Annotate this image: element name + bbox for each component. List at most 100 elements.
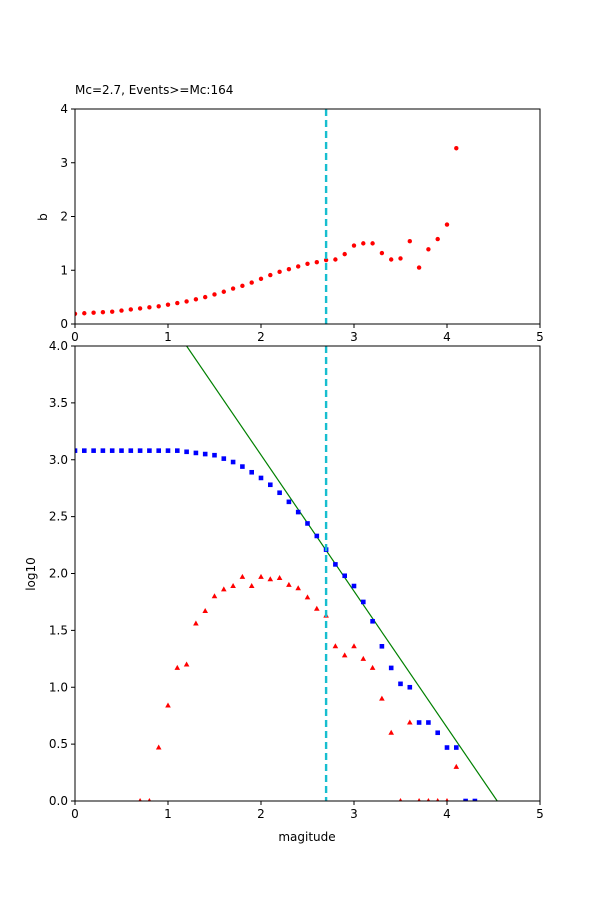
top-series0-point <box>379 250 385 256</box>
top-series0-point <box>286 266 292 272</box>
bottom-series0-point <box>463 798 468 801</box>
top-series0-point <box>100 309 106 315</box>
bottom-series1-point <box>436 798 440 801</box>
bottom-series0-point <box>398 681 403 687</box>
top-series0-point <box>240 283 245 289</box>
top-y-tick-label: 3 <box>60 156 68 170</box>
bottom-series1-point <box>398 798 403 801</box>
bottom-series0-point <box>165 448 171 453</box>
bottom-y-tick-label: 0.5 <box>49 737 68 751</box>
top-series0-point <box>342 251 347 257</box>
top-series0-point <box>351 243 357 248</box>
bottom-series0-point <box>147 448 152 453</box>
frequency-magnitude-panel: 0 1 2 3 4 5 0.0 0.5 1.0 1.5 2.0 2.5 3.0 3.5 4.0 magitu… <box>24 339 544 844</box>
top-series0-point <box>175 300 180 306</box>
bottom-series0-point <box>407 684 413 690</box>
bottom-x-tick-label: 2 <box>257 807 265 821</box>
bottom-series1-point <box>174 664 181 670</box>
bottom-series1-point <box>295 585 301 591</box>
bottom-series0-point <box>156 448 161 453</box>
bottom-y-tick-label: 2.5 <box>49 510 68 524</box>
bottom-series1-point <box>258 573 264 579</box>
frequency-magnitude-plot-area: 0 1 2 3 4 5 0.0 0.5 1.0 1.5 2.0 2.5 3.0 3.5 4.0 <box>49 339 544 821</box>
bottom-marks <box>75 346 498 801</box>
bottom-series0-point <box>202 451 208 457</box>
top-series0-point <box>305 261 310 266</box>
top-title: Mc=2.7, Events>=Mc:164 <box>75 83 233 97</box>
bottom-series1-point <box>369 664 376 670</box>
bottom-series1-point <box>388 729 394 735</box>
top-series0-point <box>333 257 338 262</box>
top-y-tick-label: 0 <box>60 317 68 331</box>
top-series0-point <box>75 311 78 316</box>
bottom-series0-point <box>426 720 431 725</box>
bottom-x-tick-label: 1 <box>164 807 172 821</box>
bottom-series0-point <box>82 448 87 453</box>
bottom-y-tick-label: 3.5 <box>49 396 68 410</box>
top-series0-point <box>435 236 440 242</box>
top-x-tick-label: 2 <box>257 330 265 344</box>
bottom-series0-point <box>258 475 264 481</box>
bottom-series0-point <box>333 562 338 567</box>
top-series0-point <box>147 305 152 310</box>
top-y-tick-label: 2 <box>60 210 68 224</box>
bottom-series1-point <box>341 652 348 658</box>
b-value-plot-area: 0 1 2 3 4 5 0 1 2 3 4 <box>60 102 543 344</box>
bottom-series1-point <box>417 798 421 801</box>
bottom-series0-point <box>295 509 301 515</box>
bottom-series1-point <box>202 608 208 614</box>
top-series0-point <box>296 264 301 269</box>
bottom-y-tick-label: 3.0 <box>49 453 68 467</box>
bottom-series1-point <box>183 661 190 667</box>
bottom-series0-point <box>128 448 134 453</box>
top-series0-point <box>203 294 208 300</box>
top-series0-point <box>110 309 115 314</box>
top-series0-point <box>249 280 254 285</box>
top-series0-point <box>193 297 199 302</box>
bottom-series1-point <box>276 575 283 581</box>
bottom-y-axis-label: log10 <box>24 557 38 591</box>
top-series0-point <box>137 306 143 311</box>
bottom-y-tick-label: 1.0 <box>49 680 68 694</box>
bottom-series1-point <box>211 593 218 599</box>
bottom-series1-point <box>239 573 246 579</box>
bottom-series1-point <box>314 605 320 611</box>
top-series0-point <box>370 241 375 246</box>
top-series0-point <box>268 272 273 278</box>
bottom-series0-point <box>137 448 143 453</box>
bottom-series1-point <box>332 643 339 649</box>
top-x-tick-label: 5 <box>536 330 544 344</box>
bottom-series1-point <box>165 702 171 708</box>
bottom-x-tick-label: 0 <box>71 807 79 821</box>
bottom-series0-point <box>314 533 320 539</box>
top-series0-point <box>165 302 171 307</box>
bottom-series1-point <box>138 798 142 801</box>
bottom-series0-point <box>240 464 245 469</box>
bottom-series1-point <box>445 798 449 801</box>
bottom-y-tick-label: 2.0 <box>49 567 68 581</box>
top-series0-point <box>91 310 96 315</box>
top-marks <box>75 109 459 324</box>
bottom-series0-point <box>109 448 115 453</box>
top-series0-point <box>444 222 450 227</box>
bottom-series0-point <box>184 449 189 455</box>
bottom-series0-point <box>416 720 422 725</box>
top-series0-point <box>119 308 124 313</box>
top-series0-point <box>156 304 161 309</box>
bottom-series0-point <box>193 450 199 456</box>
b-value-panel: Mc=2.7, Events>=Mc:164 0 1 2 3 4 5 0 1 2 3 4 b <box>36 83 544 344</box>
bottom-series1-point <box>248 583 255 589</box>
bottom-series0-point <box>100 448 106 453</box>
bottom-series0-point <box>379 644 385 649</box>
bottom-series1-point <box>286 581 292 587</box>
bottom-series0-point <box>91 448 96 453</box>
top-series0-point <box>212 292 217 297</box>
bottom-series0-point <box>435 730 440 736</box>
bottom-series0-point <box>472 798 478 801</box>
bottom-x-tick-label: 3 <box>350 807 358 821</box>
top-y-axis-label: b <box>36 213 50 221</box>
top-x-tick-label: 4 <box>443 330 451 344</box>
top-series0-point <box>221 289 226 294</box>
